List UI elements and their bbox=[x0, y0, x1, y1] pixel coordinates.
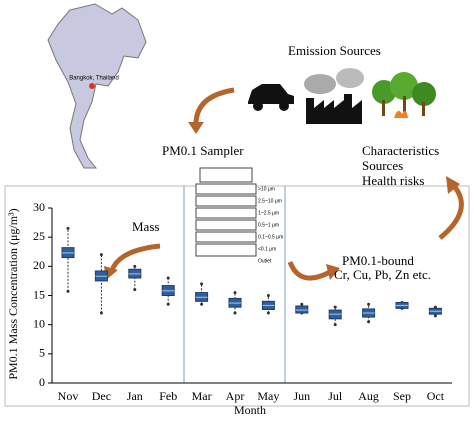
x-tick-label: Jun bbox=[293, 389, 310, 403]
whisker-min bbox=[266, 311, 270, 315]
x-tick-label: Sep bbox=[393, 389, 411, 403]
annotation: Cr, Cu, Pb, Zn etc. bbox=[334, 267, 431, 282]
x-tick-label: Apr bbox=[226, 389, 245, 403]
whisker-max bbox=[333, 305, 337, 309]
arrows bbox=[109, 87, 464, 281]
y-tick-label: 30 bbox=[33, 200, 45, 214]
y-tick-label: 15 bbox=[33, 287, 45, 301]
whisker-min bbox=[433, 314, 437, 318]
sampler-label: >10 μm bbox=[258, 186, 275, 192]
y-tick-label: 0 bbox=[39, 375, 45, 389]
whisker-max bbox=[99, 253, 103, 257]
y-axis-label: PM0.1 Mass Concentration (μg/m³) bbox=[6, 208, 20, 379]
annotation: Mass bbox=[132, 219, 159, 234]
sampler-label: <0.1 μm bbox=[258, 246, 276, 252]
whisker-min bbox=[133, 288, 137, 292]
x-tick-label: Aug bbox=[358, 389, 379, 403]
sampler-label: 0.1~0.5 μm bbox=[258, 234, 283, 240]
annotation: Health risks bbox=[362, 173, 424, 188]
chart-frame bbox=[4, 185, 470, 407]
sampler-label: Outlet bbox=[258, 258, 272, 264]
whisker-max bbox=[367, 302, 371, 306]
whisker-min bbox=[99, 311, 103, 315]
annotation: Characteristics bbox=[362, 143, 439, 158]
annotation: PM0.1 Sampler bbox=[162, 143, 244, 158]
city-marker bbox=[89, 83, 95, 89]
car-icon bbox=[248, 84, 294, 111]
factory-icon bbox=[304, 68, 364, 124]
sampler-icon bbox=[195, 167, 257, 257]
whisker-max bbox=[233, 291, 237, 295]
x-tick-label: Jul bbox=[328, 389, 343, 403]
sampler-label: 1~2.5 μm bbox=[258, 210, 279, 216]
x-axis-label: Month bbox=[234, 403, 266, 417]
whisker-min bbox=[166, 302, 170, 306]
forest-icon bbox=[372, 72, 436, 118]
x-tick-label: Feb bbox=[159, 389, 177, 403]
whisker-min bbox=[66, 289, 70, 293]
whisker-min bbox=[200, 302, 204, 306]
y-tick-label: 10 bbox=[33, 316, 45, 330]
y-tick-label: 20 bbox=[33, 258, 45, 272]
sampler-label: 2.5~10 μm bbox=[258, 198, 282, 204]
whisker-max bbox=[66, 226, 70, 230]
whisker-min bbox=[333, 323, 337, 327]
y-tick-label: 25 bbox=[33, 229, 45, 243]
whisker-max bbox=[200, 282, 204, 286]
map-label: Bangkok, Thailand bbox=[69, 76, 119, 82]
x-tick-label: Dec bbox=[92, 389, 111, 403]
sampler-label: 0.5~1 μm bbox=[258, 222, 279, 228]
x-tick-label: Nov bbox=[58, 389, 79, 403]
x-tick-label: May bbox=[257, 389, 279, 403]
whisker-max bbox=[166, 276, 170, 280]
y-tick-label: 5 bbox=[39, 346, 45, 360]
annotation: PM0.1-bound bbox=[342, 253, 414, 268]
box bbox=[295, 305, 309, 314]
annotation: Emission Sources bbox=[288, 43, 381, 58]
whisker-max bbox=[266, 294, 270, 297]
x-tick-label: Oct bbox=[427, 389, 445, 403]
whisker-max bbox=[300, 302, 304, 306]
whisker-max bbox=[133, 264, 137, 268]
x-tick-label: Mar bbox=[192, 389, 212, 403]
whisker-min bbox=[233, 311, 237, 315]
x-tick-label: Jan bbox=[127, 389, 143, 403]
map bbox=[47, 3, 147, 169]
annotation: Sources bbox=[362, 158, 403, 173]
whisker-min bbox=[367, 320, 371, 324]
